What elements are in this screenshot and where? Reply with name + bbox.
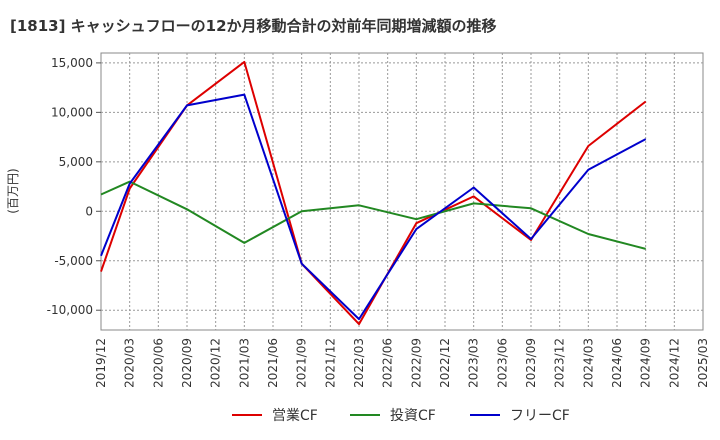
y-tick-label: 0: [85, 204, 93, 218]
x-tick-label: 2021/06: [266, 338, 280, 388]
chart-title: [1813] キャッシュフローの12か月移動合計の対前年同期増減額の推移: [10, 17, 497, 35]
x-tick-label: 2022/06: [381, 338, 395, 388]
legend-label: 営業CF: [272, 408, 318, 424]
x-tick-label: 2024/03: [581, 338, 595, 388]
x-tick-label: 2023/06: [495, 338, 509, 388]
legend: 営業CF 投資CF フリーCF: [232, 408, 570, 424]
y-axis-label: (百万円): [6, 168, 20, 213]
x-tick-label: 2020/06: [151, 338, 165, 388]
x-tick-label: 2025/03: [696, 338, 710, 388]
x-tick-label: 2022/12: [438, 338, 452, 388]
y-axis-ticks: 15,000 10,000 5,000 0 -5,000 -10,000: [47, 56, 101, 317]
x-tick-label: 2023/03: [467, 338, 481, 388]
x-tick-label: 2020/09: [180, 338, 194, 388]
x-tick-label: 2020/12: [209, 338, 223, 388]
legend-label: 投資CF: [390, 408, 436, 424]
x-tick-label: 2023/12: [553, 338, 567, 388]
y-tick-label: 15,000: [51, 56, 93, 70]
x-tick-label: 2024/06: [610, 338, 624, 388]
x-tick-label: 2022/09: [409, 338, 423, 388]
x-tick-label: 2019/12: [94, 338, 108, 388]
x-tick-label: 2024/12: [667, 338, 681, 388]
y-tick-label: -5,000: [54, 254, 93, 268]
x-axis-ticks: 2019/12 2020/03 2020/06 2020/09 2020/12 2021/…: [94, 338, 710, 388]
x-tick-label: 2023/09: [524, 338, 538, 388]
y-tick-label: 10,000: [51, 105, 93, 119]
x-tick-label: 2021/03: [237, 338, 251, 388]
x-tick-label: 2020/03: [123, 338, 137, 388]
x-tick-label: 2022/03: [352, 338, 366, 388]
legend-label: フリーCF: [510, 408, 570, 424]
x-tick-label: 2024/09: [639, 338, 653, 388]
grid-lines: [101, 53, 703, 330]
plot-area: [100, 52, 704, 331]
x-tick-label: 2021/09: [295, 338, 309, 388]
y-tick-label: 5,000: [59, 155, 93, 169]
series-lines: [100, 60, 647, 326]
y-tick-label: -10,000: [47, 303, 93, 317]
x-tick-label: 2021/12: [323, 338, 337, 388]
series-line-3: [100, 93, 647, 321]
